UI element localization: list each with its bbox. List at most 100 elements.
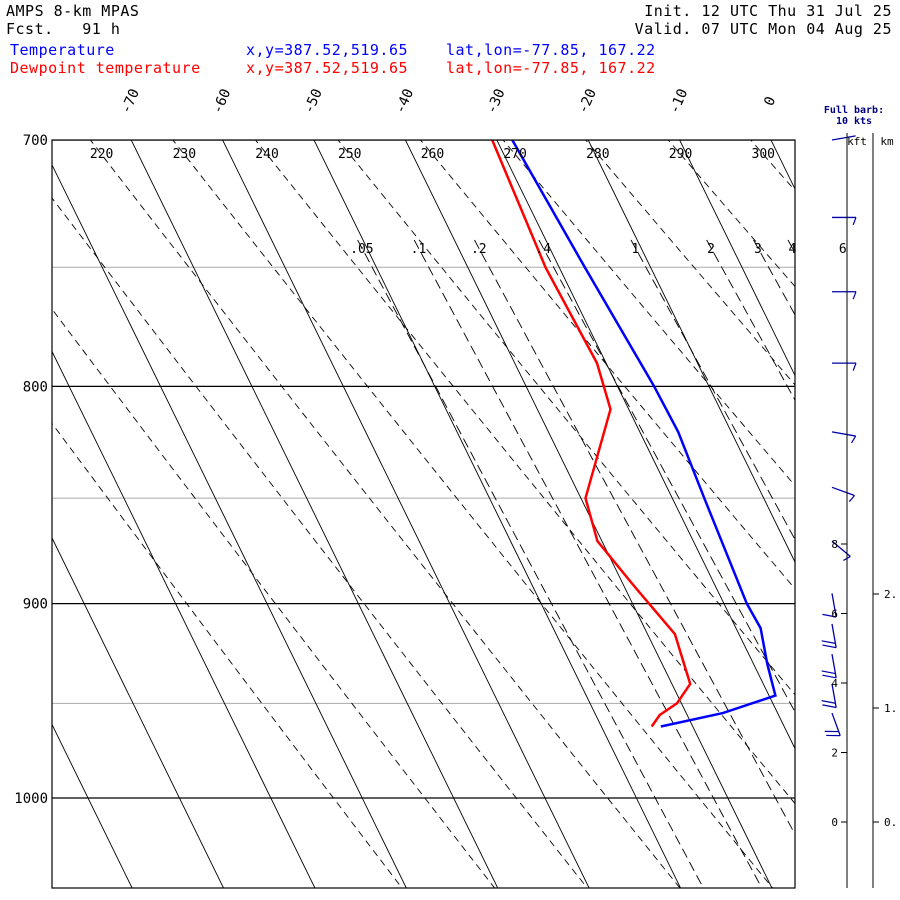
barb-key-line2: 10 kts [836,116,872,127]
dry-adiabat-label: 250 [338,147,361,162]
kft-axis-label: kft [847,135,867,148]
dry-adiabat-310 [798,100,900,900]
temperature-tick-label: 0 [761,94,779,108]
dry-adiabat-240 [254,140,795,805]
mixing-ratio-label: 6 [839,242,847,257]
barb-key-line1: Full barb: [824,105,884,116]
mixing-ratio-line-1 [413,239,763,888]
dry-adiabat-300 [750,140,795,192]
isotherm--50 [313,140,682,888]
mixing-ratio-label: 1 [631,242,639,257]
dry-adiabat-190 [52,422,403,888]
dry-adiabat-270 [502,140,795,487]
pressure-tick-label: 900 [23,597,48,613]
dry-adiabat-label: 280 [586,147,609,162]
dry-adiabat-210 [52,197,588,888]
mixing-ratio-label: .1 [411,242,427,257]
kft-tick-label: 8 [831,538,838,551]
wind-barb [822,593,837,618]
kft-tick-label: 4 [831,677,838,690]
legend-temperature-name: Temperature [10,41,115,59]
km-tick-label: 2. [884,588,897,601]
wind-barb [831,431,857,444]
wind-barb [831,135,856,141]
wind-barb [832,362,857,371]
legend-dewpoint-latlon: lat,lon=-77.85, 167.22 [446,59,656,77]
dry-adiabat-320 [880,100,900,900]
dry-adiabat-220 [89,140,681,888]
isotherm--10 [679,140,795,377]
temperature-tick-label: -50 [301,87,326,117]
temperature-tick-label: -30 [484,87,509,117]
kft-tick-label: 2 [831,747,838,760]
kft-tick-label: 0 [831,816,838,829]
dry-adiabat-label: 230 [173,147,196,162]
wind-barb [824,712,841,737]
mixing-ratio-line-5 [706,239,795,401]
dry-adiabat-label: 220 [90,147,113,162]
isotherm--30 [496,140,795,750]
isotherm-0 [770,140,795,191]
temperature-profile [511,140,777,728]
mixing-ratio-line-0 [357,239,704,888]
isotherm--90 [52,350,316,888]
isotherm--80 [52,163,407,888]
legend-dewpoint-name: Dewpoint temperature [10,59,201,77]
mixing-ratio-label: 3 [754,242,762,257]
isotherm--40 [404,140,773,888]
mixing-ratio-line-4 [630,239,795,541]
isotherm--20 [587,140,795,564]
plot-frame [51,139,796,889]
mixing-ratio-label: 4 [789,242,797,257]
dry-adiabat-label: 290 [669,147,692,162]
dry-adiabat-260 [420,140,795,590]
forecast-line: Fcst. 91 h [6,20,120,38]
pressure-tick-label: 800 [23,379,48,395]
mixing-ratio-line-3 [538,239,795,713]
legend-temperature-latlon: lat,lon=-77.85, 167.22 [446,41,656,59]
pressure-tick-label: 1000 [14,791,48,807]
dry-adiabat-label: 300 [752,147,775,162]
forecast-label: Fcst. [6,20,54,38]
dry-adiabat-200 [52,308,496,888]
dry-adiabat-250 [337,140,795,696]
mixing-ratio-line-2 [474,239,795,836]
mixing-ratio-label: 2 [707,242,715,257]
dewpoint-profile [491,140,692,728]
wind-barb [831,486,856,502]
wind-barb [821,623,837,649]
pressure-tick-label: 700 [23,133,48,149]
dry-adiabat-label: 270 [503,147,526,162]
km-axis-label: km [880,135,894,148]
forecast-hours: 91 h [82,20,121,38]
wind-barb [832,291,857,300]
isotherm--70 [130,140,499,888]
dry-adiabat-290 [667,140,795,288]
temperature-tick-label: -60 [209,87,234,117]
valid-time: Valid. 07 UTC Mon 04 Aug 25 [634,20,892,38]
mixing-ratio-line-8 [838,240,900,900]
mixing-ratio-line-7 [787,239,795,254]
km-tick-label: 1. [884,702,897,715]
km-tick-label: 0. [884,816,897,829]
temperature-tick-label: -70 [118,87,143,117]
isotherm--100 [52,536,225,888]
legend-temperature-xy: x,y=387.52,519.65 [246,41,409,59]
temperature-tick-label: -20 [575,87,600,117]
isotherm--110 [52,723,133,888]
wind-barb [821,683,837,709]
temperature-tick-label: -10 [666,87,691,117]
init-time: Init. 12 UTC Thu 31 Jul 25 [644,2,892,20]
mixing-ratio-line-6 [753,239,795,316]
dry-adiabat-280 [585,140,795,386]
wind-barb [821,654,837,679]
isotherm--60 [222,140,590,888]
legend-dewpoint-xy: x,y=387.52,519.65 [246,59,409,77]
wind-barb [832,216,857,226]
temperature-tick-label: -40 [392,87,417,117]
mixing-ratio-label: .4 [535,242,551,257]
dry-adiabat-230 [172,140,774,888]
mixing-ratio-label: .05 [350,242,373,257]
mixing-ratio-label: .2 [471,242,487,257]
